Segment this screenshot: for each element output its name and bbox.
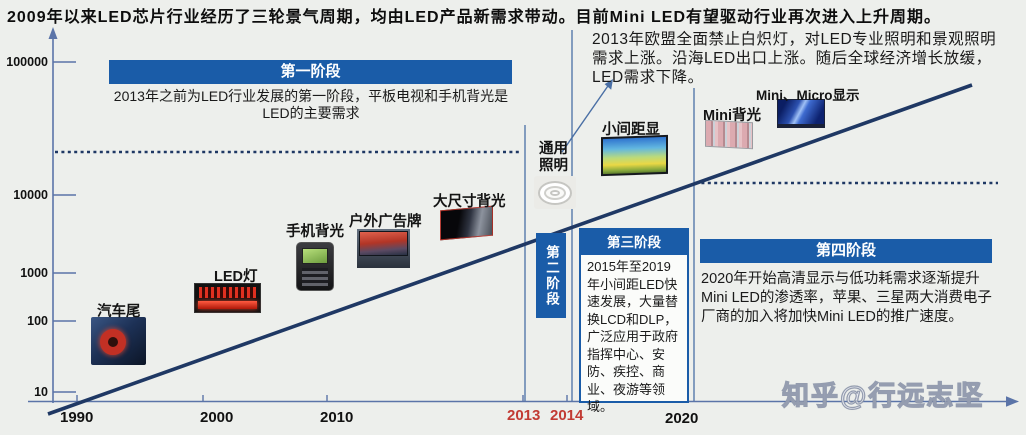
mobile-phone-photo [296, 242, 334, 291]
phase4-header: 第四阶段 [700, 239, 992, 263]
phase4-description: 2020年开始高清显示与低功耗需求逐渐提升Mini LED的渗透率，苹果、三星两… [701, 271, 992, 325]
page-title: 2009年以来LED芯片行业经历了三轮景气周期，均由LED产品新需求带动。目前M… [7, 9, 942, 26]
small-pitch-display-photo [601, 134, 668, 177]
phase2-header: 第二阶段 [536, 233, 566, 318]
x-tick-2014: 2014 [550, 407, 584, 424]
y-tick-100: 100 [27, 314, 48, 328]
trend-line [47, 83, 973, 416]
annotation-arrow-line [561, 82, 611, 153]
y-tick-100000: 100000 [6, 55, 48, 69]
phase3-description: 2015年至2019年小间距LED快速发展，大量替换LCD和DLP，广泛应用于政… [587, 259, 679, 415]
phase3-box: 第三阶段 2015年至2019年小间距LED快速发展，大量替换LCD和DLP，广… [579, 228, 689, 414]
phase3-header: 第三阶段 [581, 230, 687, 255]
y-axis-arrow-icon [48, 27, 58, 39]
y-tick-10: 10 [34, 385, 48, 399]
label-mini-backlight: Mini背光 [703, 108, 761, 124]
x-tick-2013: 2013 [507, 407, 541, 424]
phase1-header: 第一阶段 [109, 60, 512, 84]
y-axis-ticks [53, 61, 76, 393]
label-phone-backlight: 手机背光 [286, 224, 344, 240]
x-tick-2010: 2010 [320, 409, 354, 426]
label-small-pitch-display: 小间距显 [602, 122, 660, 138]
label-outdoor-billboard: 户外广告牌 [349, 214, 422, 230]
x-tick-2020: 2020 [665, 410, 699, 427]
label-general-lighting: 通用照明 [539, 141, 568, 174]
x-axis-arrow-icon [1006, 396, 1019, 407]
led-display-lamp-photo [194, 283, 261, 313]
car-taillight-photo [91, 317, 146, 365]
annotation-2013-text: 2013年欧盟全面禁止白炽灯，对LED专业照明和景观照明需求上涨。沿海LED出口… [592, 31, 997, 86]
taillight-ring-icon [100, 329, 126, 355]
x-tick-2000: 2000 [200, 409, 234, 426]
y-tick-1000: 1000 [20, 266, 48, 280]
annotation-arrow-head-icon [604, 79, 613, 90]
watermark: 知乎@行远志坚 [781, 380, 985, 411]
label-large-backlight: 大尺寸背光 [433, 194, 506, 210]
label-mini-micro-display: Mini、Micro显示 [756, 88, 860, 103]
outdoor-billboard-photo [357, 229, 410, 268]
label-led-lamp: LED灯 [214, 269, 258, 285]
y-tick-10000: 10000 [13, 188, 48, 202]
phase1-description: 2013年之前为LED行业发展的第一阶段，平板电视和手机背光是LED的主要需求 [113, 88, 509, 122]
x-tick-1990: 1990 [60, 409, 94, 426]
label-car-taillight: 汽车尾 [97, 304, 141, 320]
spiral-bulb-photo [534, 176, 576, 209]
mini-micro-display-photo [777, 99, 825, 128]
